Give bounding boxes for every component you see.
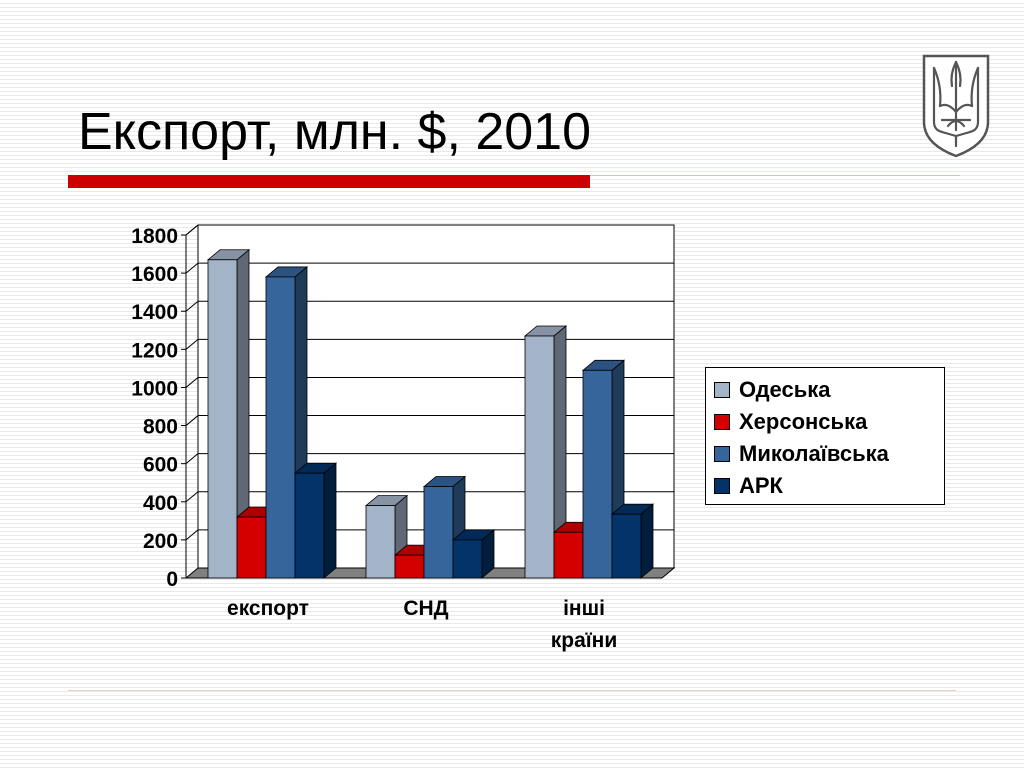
y-tick-label: 1600 <box>131 263 178 286</box>
title-accent-bar <box>68 175 590 188</box>
legend-label: Миколаївська <box>739 441 889 466</box>
title-divider-line <box>590 175 960 176</box>
y-tick-label: 1800 <box>131 225 178 248</box>
bar <box>364 494 409 579</box>
x-category-label: експорт <box>227 597 309 620</box>
y-gridline <box>185 415 674 426</box>
bar <box>451 529 496 579</box>
legend-item: Миколаївська <box>714 438 944 470</box>
y-tick-label: 400 <box>143 492 178 515</box>
y-tick-label: 800 <box>143 416 178 439</box>
legend-swatch <box>714 382 730 398</box>
y-gridline <box>185 491 674 503</box>
y-tick-label: 0 <box>166 568 178 591</box>
y-tick-label: 1400 <box>131 301 178 324</box>
y-gridline <box>185 453 674 465</box>
legend-swatch <box>714 446 730 462</box>
footer-divider-line <box>68 690 956 691</box>
trident-coat-of-arms-icon <box>922 54 990 158</box>
legend-item: Херсонська <box>714 406 944 438</box>
legend-item: Одеська <box>714 374 944 406</box>
x-category-label: СНД <box>403 597 448 620</box>
legend-label: Херсонська <box>739 409 868 434</box>
y-gridline <box>185 376 674 388</box>
chart-bars <box>206 248 655 579</box>
chart-side-edge <box>185 224 199 236</box>
y-gridline <box>185 529 674 541</box>
legend-swatch <box>714 414 730 430</box>
legend-swatch <box>714 478 730 494</box>
y-gridline <box>185 338 674 350</box>
chart-axis-labels: 0 200 400 600 800 1000 1200 1400 1600 1800 експорт… <box>131 225 617 652</box>
y-gridline <box>185 300 674 312</box>
bar <box>206 248 251 579</box>
legend-label: Одеська <box>739 377 831 402</box>
chart-legend: Одеська Херсонська Миколаївська АРК <box>705 367 945 505</box>
y-gridline <box>185 262 674 274</box>
y-tick-label: 1000 <box>131 377 178 400</box>
bar <box>293 462 338 579</box>
x-category-label: інші країни <box>551 597 618 652</box>
bar <box>610 503 655 579</box>
y-tick-label: 600 <box>143 454 178 477</box>
legend-item: АРК <box>714 470 944 502</box>
y-tick-label: 200 <box>143 530 178 553</box>
legend-label: АРК <box>739 473 783 498</box>
y-tick-label: 1200 <box>131 339 178 362</box>
slide-title: Експорт, млн. $, 2010 <box>78 103 592 161</box>
